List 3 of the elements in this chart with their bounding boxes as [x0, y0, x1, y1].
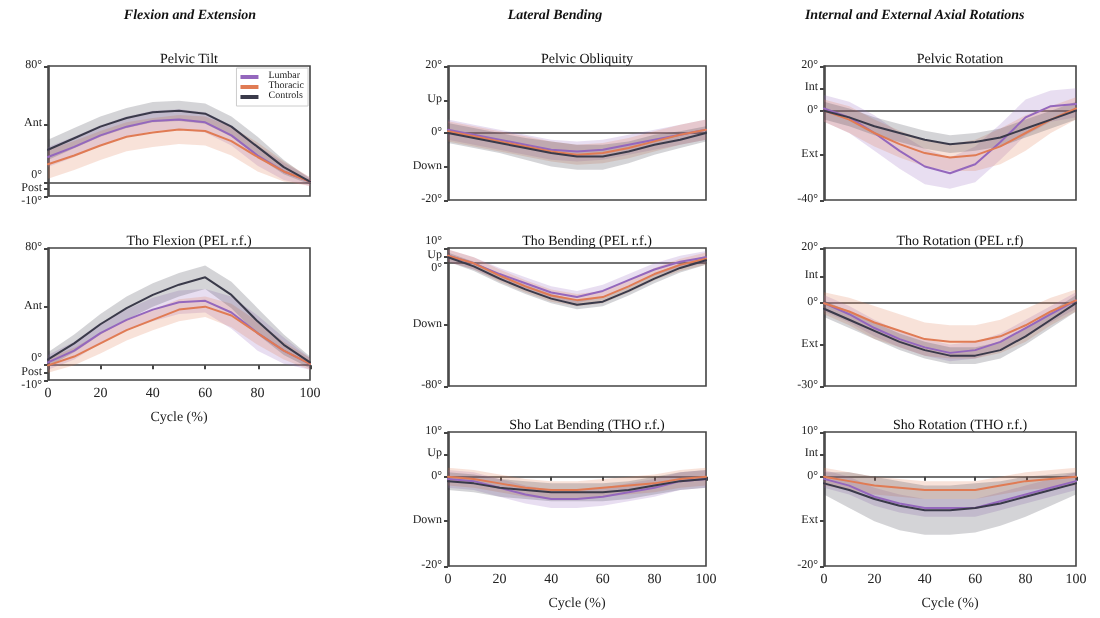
line-series: [823, 299, 1077, 343]
line-series: [47, 128, 311, 183]
line-series: [823, 475, 1077, 492]
